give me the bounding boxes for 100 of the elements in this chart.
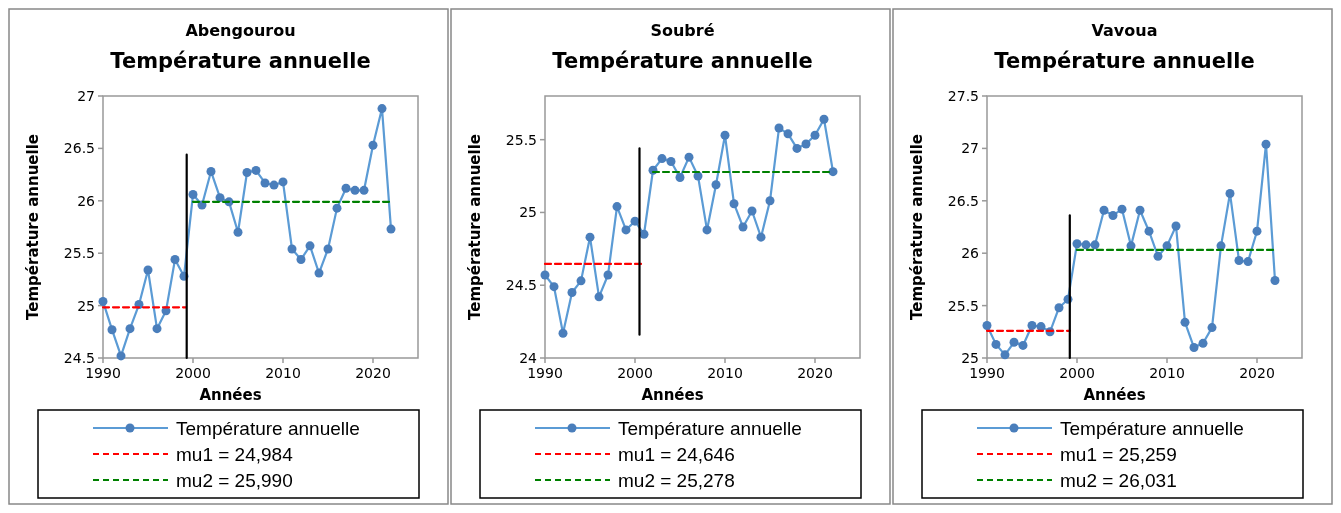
point	[982, 321, 992, 330]
chart-subtitle: Température annuelle	[552, 49, 813, 73]
x-tick-label: 1990	[969, 365, 1005, 381]
y-tick-label: 24.5	[505, 277, 537, 294]
point	[107, 325, 117, 335]
point	[810, 130, 820, 140]
chart-subtitle: Température annuelle	[110, 49, 371, 73]
point	[567, 288, 577, 297]
point	[738, 222, 748, 232]
point	[666, 157, 676, 166]
point	[801, 139, 811, 149]
y-tick-label: 26.5	[947, 192, 979, 209]
point	[278, 177, 288, 187]
legend-label: mu1 = 24,984	[176, 443, 294, 465]
point	[350, 185, 360, 195]
point	[558, 328, 568, 338]
x-tick-label: 2020	[1239, 365, 1275, 381]
point	[377, 104, 387, 114]
point	[1144, 226, 1154, 236]
point	[1171, 221, 1181, 231]
x-tick-label: 2000	[617, 365, 653, 381]
legend-label: mu2 = 26,031	[1060, 469, 1177, 491]
y-axis-title: Température annuelle	[908, 134, 926, 320]
y-tick-label: 24.5	[63, 349, 95, 366]
point	[576, 276, 586, 286]
point	[720, 130, 730, 140]
y-tick-label: 25.5	[947, 297, 979, 314]
point	[1072, 239, 1082, 249]
point	[1081, 240, 1091, 250]
point	[765, 196, 775, 206]
point	[621, 225, 631, 235]
point	[828, 167, 838, 177]
point	[260, 178, 270, 188]
y-tick-label: 24	[519, 349, 538, 366]
point	[1117, 204, 1127, 214]
point	[612, 202, 622, 212]
point	[792, 143, 802, 153]
point	[1252, 226, 1262, 236]
point	[341, 183, 351, 193]
point	[1000, 350, 1010, 360]
legend-label: mu1 = 25,259	[1060, 443, 1177, 465]
point	[1027, 321, 1037, 330]
y-tick-label: 26	[961, 245, 980, 262]
y-axis-title: Température annuelle	[24, 134, 42, 320]
x-tick-label: 2000	[1059, 365, 1095, 381]
point	[1135, 205, 1145, 215]
x-tick-label: 2020	[355, 365, 391, 381]
y-axis-title: Température annuelle	[466, 134, 484, 320]
point	[774, 123, 784, 133]
point	[116, 351, 126, 361]
point	[684, 152, 694, 162]
point	[251, 165, 261, 175]
point	[1099, 205, 1109, 215]
y-tick-label: 26.5	[63, 140, 95, 157]
point	[1018, 340, 1028, 350]
point	[549, 282, 559, 292]
point	[675, 173, 685, 182]
point	[1243, 257, 1253, 267]
point	[819, 114, 829, 124]
point	[585, 232, 595, 242]
x-axis-title: Années	[1083, 386, 1146, 404]
point	[1009, 337, 1019, 347]
point	[756, 232, 766, 242]
point	[314, 268, 324, 278]
point	[540, 270, 550, 280]
point	[152, 324, 162, 334]
point	[98, 296, 108, 306]
point	[359, 185, 369, 195]
point	[170, 255, 180, 264]
point	[711, 180, 721, 190]
x-axis-title: Années	[199, 386, 262, 404]
x-tick-label: 1990	[527, 365, 563, 381]
legend-label: Température annuelle	[1060, 417, 1244, 439]
point	[991, 339, 1001, 349]
legend-label: Température annuelle	[176, 417, 360, 439]
point	[1153, 251, 1163, 261]
legend-label: mu2 = 25,278	[618, 469, 735, 491]
point	[188, 190, 198, 199]
y-tick-label: 25.5	[505, 131, 537, 148]
point	[1207, 323, 1217, 333]
y-tick-label: 27.5	[947, 87, 979, 104]
y-tick-label: 25.5	[63, 245, 95, 262]
legend-label: mu1 = 24,646	[618, 443, 735, 465]
point	[1189, 343, 1199, 353]
x-tick-label: 2010	[707, 365, 743, 381]
legend-label: mu2 = 25,990	[176, 469, 293, 491]
x-tick-label: 2020	[797, 365, 833, 381]
point	[783, 129, 793, 139]
point	[657, 154, 667, 164]
chart-title: Vavoua	[1091, 21, 1158, 40]
y-tick-label: 25	[519, 204, 537, 221]
point	[1090, 240, 1100, 250]
chart-subtitle: Température annuelle	[994, 49, 1255, 73]
point	[143, 265, 153, 275]
point	[296, 255, 306, 264]
point	[1270, 275, 1280, 285]
y-tick-label: 27	[961, 140, 979, 157]
point	[215, 193, 225, 203]
point	[729, 199, 739, 209]
point	[1234, 256, 1244, 266]
